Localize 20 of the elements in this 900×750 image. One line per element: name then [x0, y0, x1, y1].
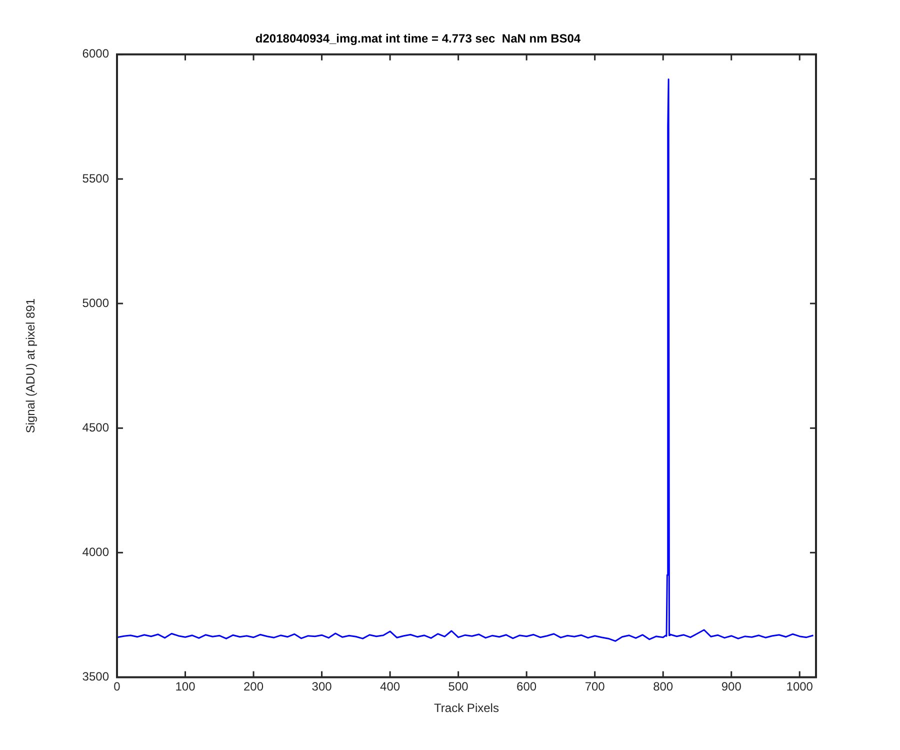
- x-tick-label: 300: [312, 680, 332, 694]
- x-tick-label: 900: [721, 680, 742, 694]
- x-tick-label: 400: [380, 680, 400, 694]
- y-tick-label: 5500: [82, 171, 110, 186]
- x-tick-label: 800: [653, 680, 674, 694]
- x-tick-label: 500: [448, 680, 469, 694]
- y-tick-label: 6000: [82, 46, 110, 61]
- x-tick-label: 600: [516, 680, 537, 694]
- y-tick-label: 4000: [82, 544, 110, 559]
- y-tick-label: 3500: [82, 670, 110, 684]
- x-tick-label: 0: [114, 680, 121, 694]
- y-tick-label: 5000: [82, 296, 110, 310]
- x-tick-label: 700: [584, 680, 606, 694]
- x-tick-label: 200: [244, 680, 264, 694]
- x-tick-label: 1000: [786, 680, 814, 694]
- y-axis-title: Signal (ADU) at pixel 891: [24, 298, 38, 434]
- x-axis-title: Track Pixels: [434, 701, 499, 716]
- chart-title: d2018040934_img.mat int time = 4.773 sec NaN nm BS04: [255, 32, 581, 46]
- x-tick-label: 100: [175, 680, 196, 694]
- y-tick-label: 4500: [82, 420, 110, 434]
